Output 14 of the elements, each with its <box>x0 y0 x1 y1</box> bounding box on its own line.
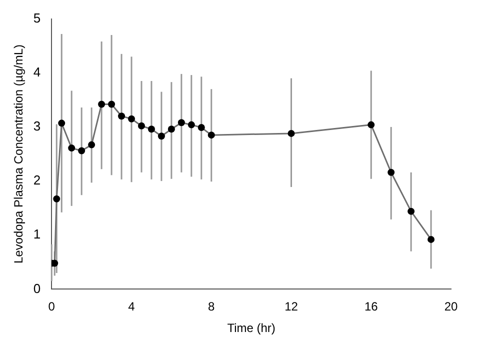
y-tick-label: 3 <box>33 118 41 134</box>
y-tick-label: 1 <box>33 226 41 242</box>
y-tick-label: 0 <box>33 280 41 296</box>
x-tick-label: 0 <box>48 300 56 314</box>
x-axis-title: Time (hr) <box>227 321 276 336</box>
x-tick-label: 12 <box>284 300 298 314</box>
y-tick-label: 5 <box>33 10 41 26</box>
x-tick-label: 8 <box>208 300 216 314</box>
x-tick-label: 16 <box>364 300 378 314</box>
x-tick-label: 4 <box>128 300 136 314</box>
x-tick-label: 20 <box>444 300 458 314</box>
y-tick-label: 4 <box>33 64 41 80</box>
y-axis-title: Levodopa Plasma Concentration (µg/mL) <box>12 44 26 264</box>
y-tick-label: 2 <box>33 172 41 188</box>
